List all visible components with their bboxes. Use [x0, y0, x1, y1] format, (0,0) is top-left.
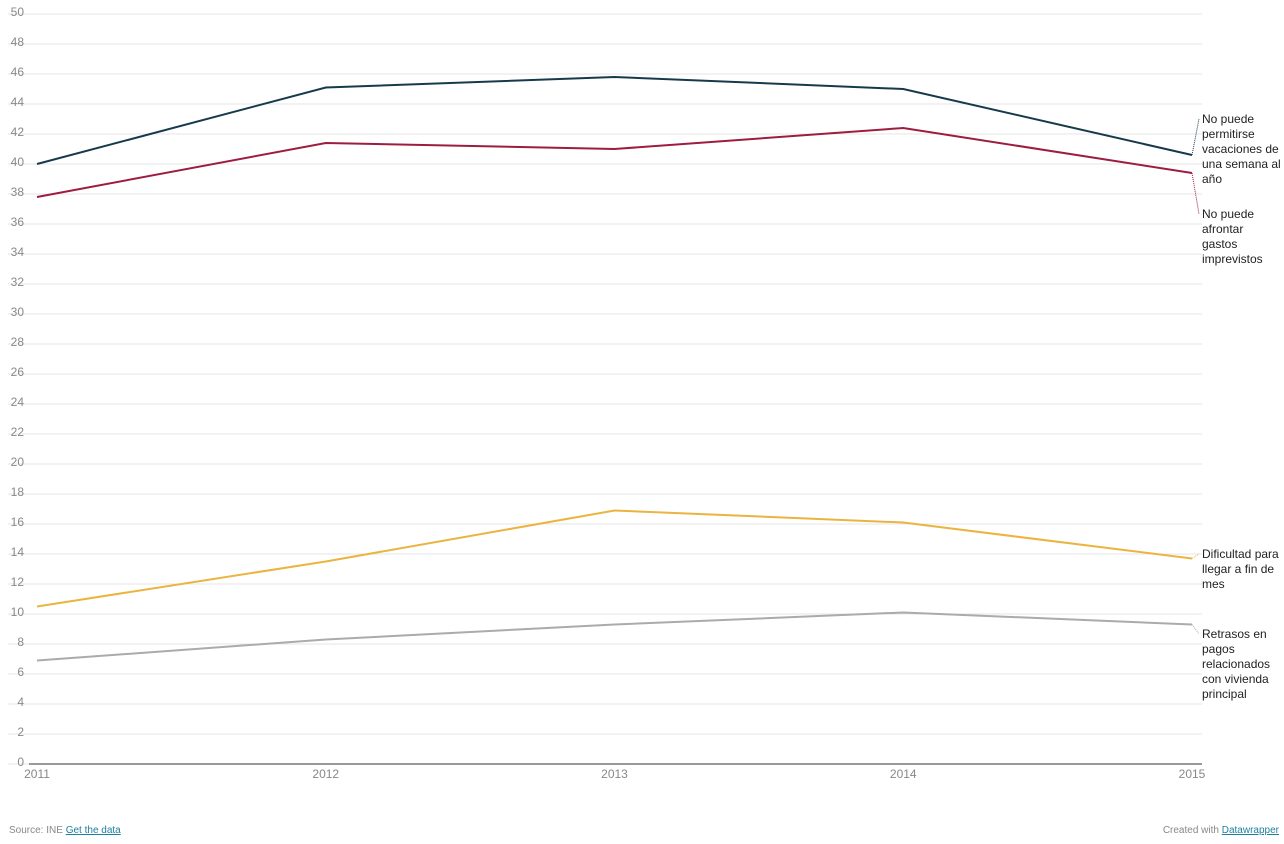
x-tick-label: 2015	[1179, 767, 1206, 781]
y-tick-label: 24	[11, 395, 25, 409]
footer-credit: Created with Datawrapper	[1163, 825, 1279, 836]
label-connector	[1191, 624, 1200, 635]
y-tick-label: 14	[11, 545, 25, 559]
y-tick-label: 12	[11, 575, 25, 589]
series-label: Dificultad para llegar a fin de mes	[1202, 547, 1279, 591]
series-label: No puede permitirse vacaciones de una se…	[1202, 112, 1281, 186]
y-tick-label: 40	[11, 155, 25, 169]
y-tick-label: 2	[17, 725, 24, 739]
series-line	[36, 75, 1193, 165]
y-tick-label: 6	[17, 665, 24, 679]
label-connector	[1191, 172, 1200, 215]
series-line	[36, 509, 1193, 608]
y-tick-label: 26	[11, 365, 25, 379]
get-data-link[interactable]: Get the data	[65, 825, 121, 836]
y-tick-label: 20	[11, 455, 25, 469]
x-tick-label: 2014	[890, 767, 917, 781]
x-tick-label: 2011	[24, 767, 50, 781]
y-tick-label: 4	[17, 695, 24, 709]
y-tick-label: 22	[11, 425, 25, 439]
x-tick-label: 2013	[601, 767, 628, 781]
y-tick-label: 16	[11, 515, 25, 529]
y-tick-label: 18	[11, 485, 25, 499]
y-tick-label: 8	[17, 635, 24, 649]
y-tick-label: 36	[11, 215, 25, 229]
y-tick-label: 48	[11, 35, 25, 49]
x-tick-label: 2012	[312, 767, 339, 781]
series-line	[36, 611, 1193, 662]
label-connector	[1191, 553, 1200, 559]
footer-source: Source: INE Get the data	[9, 825, 121, 836]
y-tick-label: 32	[11, 275, 25, 289]
y-tick-label: 38	[11, 185, 25, 199]
y-tick-label: 42	[11, 125, 25, 139]
y-tick-label: 44	[11, 95, 25, 109]
y-tick-label: 34	[11, 245, 25, 259]
y-tick-label: 30	[11, 305, 25, 319]
series-label: Retrasos en pagos relacionados con vivie…	[1202, 627, 1271, 701]
series-label: No puede afrontar gastos imprevistos	[1202, 207, 1263, 266]
y-tick-label: 0	[17, 755, 24, 769]
credit-link[interactable]: Datawrapper	[1221, 825, 1279, 836]
label-connector	[1191, 118, 1200, 156]
y-tick-label: 28	[11, 335, 25, 349]
y-tick-label: 46	[11, 65, 25, 79]
series-line	[36, 126, 1193, 198]
y-tick-label: 50	[11, 5, 25, 19]
source: Source: INE	[9, 825, 63, 836]
y-tick-label: 10	[11, 605, 25, 619]
credit: Created with	[1162, 825, 1219, 836]
